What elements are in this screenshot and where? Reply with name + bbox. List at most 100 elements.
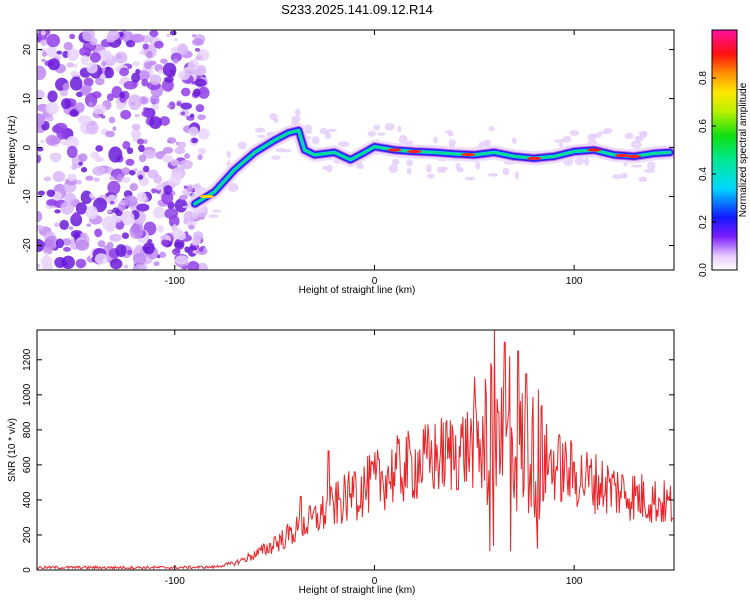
noise-speckle	[45, 101, 59, 115]
noise-speckle	[85, 175, 94, 181]
noise-speckle	[180, 102, 192, 110]
noise-speckle	[168, 176, 181, 187]
noise-speckle	[120, 76, 130, 83]
noise-speckle	[75, 179, 83, 185]
noise-speckle	[174, 198, 188, 213]
noise-speckle	[148, 116, 162, 130]
halo-speckle	[511, 137, 517, 144]
halo-speckle	[291, 115, 301, 122]
noise-speckle	[62, 238, 72, 246]
noise-speckle	[69, 76, 83, 91]
noise-speckle	[76, 91, 84, 98]
noise-speckle	[161, 154, 174, 163]
halo-speckle	[487, 172, 499, 177]
noise-speckle	[70, 70, 79, 77]
noise-speckle	[192, 38, 204, 46]
snr-x-ticks: -100 0 100	[165, 330, 583, 587]
x-tick-label: 0	[372, 276, 378, 287]
spectrogram-y-ticks: -20 -10 0 10 20	[22, 44, 674, 253]
noise-speckle	[37, 146, 44, 152]
y-tick-label: 800	[22, 421, 33, 438]
spectrogram-y-axis-label: Frequency (Hz)	[7, 116, 18, 185]
noise-speckle	[136, 203, 150, 212]
noise-speckle	[159, 116, 171, 126]
noise-speckle	[162, 62, 177, 77]
noise-speckle	[170, 46, 180, 55]
noise-speckle	[141, 110, 153, 118]
y-tick-label: 0	[22, 567, 33, 573]
halo-speckle	[185, 221, 198, 226]
y-tick-label: 1000	[22, 383, 33, 406]
noise-speckle	[83, 77, 94, 87]
noise-speckle	[120, 109, 132, 120]
snr-y-axis-label: SNR (10 * v/v)	[7, 418, 18, 482]
snr-series-line	[37, 330, 674, 570]
noise-speckle	[114, 67, 121, 72]
noise-speckle	[131, 123, 141, 131]
halo-speckle	[591, 134, 598, 139]
halo-speckle	[598, 131, 611, 135]
noise-speckle	[166, 33, 171, 37]
noise-speckle	[42, 51, 47, 57]
noise-speckle	[198, 147, 206, 155]
noise-speckle	[45, 235, 59, 250]
ridge-hotspot	[615, 153, 630, 158]
noise-speckle	[123, 195, 138, 207]
noise-speckle	[132, 252, 147, 266]
ridge-hotspot	[527, 156, 542, 160]
noise-speckle	[126, 147, 134, 155]
halo-speckle	[275, 147, 286, 153]
halo-speckle	[630, 164, 643, 168]
halo-speckle	[294, 108, 301, 117]
y-tick-label: -10	[22, 189, 33, 204]
halo-speckle	[226, 150, 232, 159]
noise-speckle	[154, 40, 164, 49]
noise-speckle	[184, 69, 194, 76]
x-tick-label: 0	[372, 576, 378, 587]
ridge-hotspot	[587, 148, 602, 152]
spectrogram-image	[37, 30, 674, 270]
noise-speckle	[194, 78, 207, 87]
noise-speckle	[77, 115, 92, 125]
noise-speckle	[142, 149, 157, 159]
noise-speckle	[142, 165, 150, 173]
noise-speckle	[160, 58, 168, 64]
noise-speckle	[106, 209, 112, 214]
noise-speckle	[80, 190, 93, 205]
noise-speckle	[141, 78, 149, 87]
noise-speckle	[176, 101, 182, 107]
noise-speckle	[192, 231, 204, 241]
noise-speckle	[132, 264, 146, 270]
noise-speckle	[89, 193, 95, 199]
noise-speckle	[80, 55, 90, 66]
noise-speckle	[75, 102, 85, 113]
colorbar-label: Normalized spectral amplitude	[738, 82, 749, 217]
halo-speckle	[398, 134, 408, 144]
noise-speckle	[129, 183, 138, 192]
noise-speckle	[88, 101, 93, 108]
noise-speckle	[132, 60, 140, 67]
noise-speckle	[136, 138, 145, 145]
halo-speckle	[325, 164, 333, 173]
spectrogram-x-axis-label: Height of straight line (km)	[299, 285, 416, 296]
noise-speckle	[192, 34, 197, 38]
noise-speckle	[128, 94, 142, 111]
noise-speckle	[46, 189, 56, 197]
noise-speckle	[63, 41, 73, 51]
noise-speckle	[187, 245, 198, 257]
halo-speckle	[311, 136, 320, 145]
noise-speckle	[63, 246, 71, 252]
noise-speckle	[37, 89, 45, 100]
noise-speckle	[184, 153, 191, 160]
noise-speckle	[75, 239, 90, 251]
noise-speckle	[109, 200, 115, 205]
noise-speckle	[109, 258, 123, 270]
y-tick-label: 20	[22, 44, 33, 56]
noise-speckle	[50, 153, 61, 163]
noise-speckle	[121, 176, 131, 184]
noise-speckle	[42, 263, 54, 270]
noise-speckle	[95, 77, 105, 86]
noise-speckle	[112, 126, 117, 131]
noise-speckle	[176, 231, 187, 241]
